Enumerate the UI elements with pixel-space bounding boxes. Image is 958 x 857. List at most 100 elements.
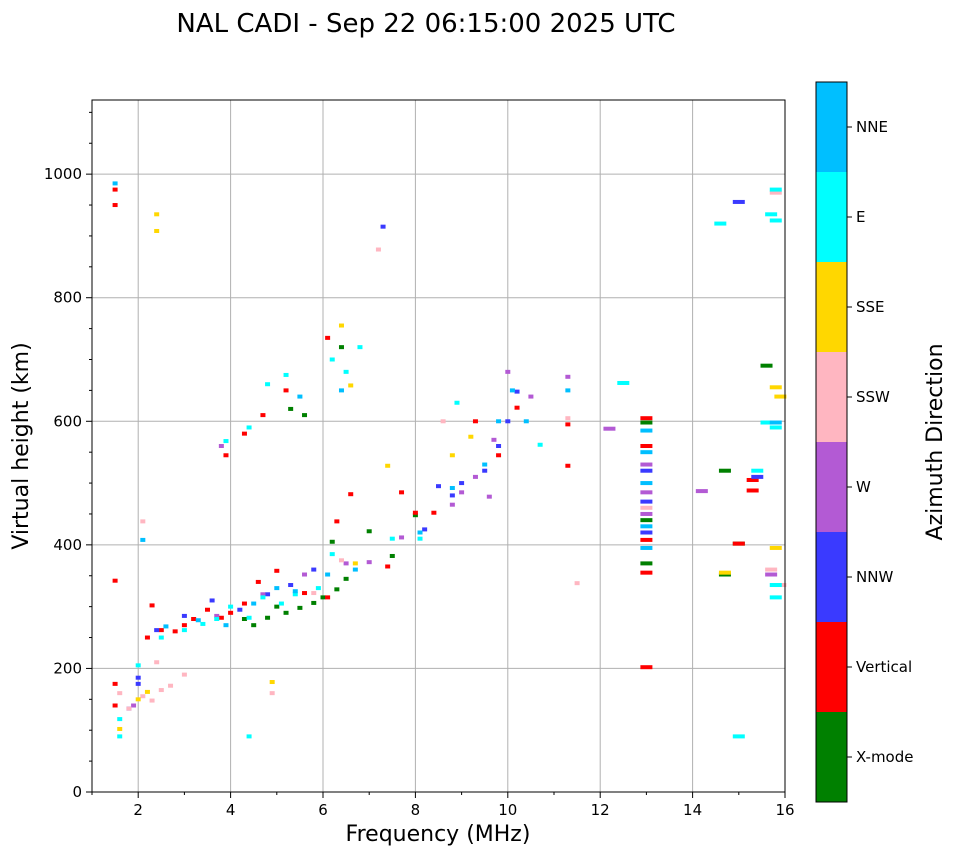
grid-lines: [92, 100, 786, 793]
echo-point: [163, 624, 169, 629]
echo-point: [214, 617, 220, 621]
echo-point: [131, 703, 137, 708]
echo-point: [302, 413, 308, 418]
echo-point: [228, 610, 234, 615]
x-axis-label: Frequency (MHz): [346, 822, 531, 847]
echo-point: [168, 683, 174, 688]
echo-point: [523, 419, 529, 424]
echo-point: [565, 416, 571, 421]
echo-point: [292, 592, 298, 597]
echo-point: [154, 212, 160, 217]
echo-point: [241, 431, 247, 436]
echo-point: [311, 591, 317, 596]
y-tick-label: 0: [72, 783, 82, 801]
echo-point: [417, 530, 423, 535]
echo-point: [422, 527, 428, 532]
echo-point: [389, 553, 395, 558]
echo-point: [181, 623, 187, 628]
colorbar-label-sse: SSE: [856, 298, 885, 316]
echo-point: [431, 510, 437, 515]
echo-point: [112, 187, 118, 192]
echo-point: [505, 419, 511, 424]
echo-point: [760, 363, 773, 368]
echo-point: [195, 618, 201, 623]
echo-point: [246, 615, 252, 620]
echo-point: [329, 539, 335, 544]
y-axis-label: Virtual height (km): [9, 342, 34, 549]
echo-point: [320, 595, 326, 600]
echo-point: [732, 734, 745, 739]
echo-point: [528, 394, 534, 399]
echo-point: [765, 567, 778, 572]
echo-point: [343, 369, 349, 374]
colorbar: X-mode Vertical NNW W SSW SSE E NNE: [815, 81, 913, 803]
echo-point: [496, 419, 502, 424]
echo-point: [149, 603, 155, 608]
echo-point: [389, 536, 395, 541]
echo-point: [714, 221, 727, 226]
y-tick-label: 200: [53, 659, 82, 677]
echo-point: [260, 413, 266, 418]
echo-point: [695, 489, 708, 494]
echo-point: [329, 357, 335, 362]
echo-point: [514, 405, 520, 410]
echo-point: [274, 604, 280, 609]
echo-point: [769, 187, 782, 192]
echo-point: [486, 494, 492, 499]
echo-point: [769, 385, 782, 390]
echo-point: [440, 419, 446, 424]
echo-point: [640, 537, 653, 542]
echo-point: [537, 442, 543, 447]
echo-point: [241, 617, 247, 621]
colorbar-label-e: E: [856, 208, 865, 226]
echo-point: [640, 428, 653, 433]
echo-point: [338, 323, 344, 328]
echo-point: [260, 592, 266, 597]
echo-point: [255, 579, 261, 584]
x-tick-label: 8: [411, 801, 421, 819]
echo-point: [449, 453, 455, 458]
echo-point: [223, 623, 229, 628]
x-tick-label: 16: [775, 801, 794, 819]
echo-point: [732, 199, 745, 204]
colorbar-frame: [815, 81, 848, 803]
echo-point: [746, 477, 759, 482]
echo-point: [640, 561, 653, 566]
echo-point: [718, 468, 731, 473]
x-tick-label: 10: [498, 801, 517, 819]
echo-point: [311, 600, 317, 605]
echo-points: [112, 181, 787, 739]
echo-point: [769, 420, 782, 425]
echo-point: [297, 605, 303, 610]
echo-point: [246, 425, 252, 430]
colorbar-segment: [816, 532, 847, 622]
echo-point: [181, 672, 187, 677]
echo-point: [140, 519, 146, 524]
echo-point: [718, 570, 731, 575]
x-tick-label: 12: [591, 801, 610, 819]
echo-point: [265, 592, 271, 597]
echo-point: [191, 617, 197, 621]
echo-point: [158, 628, 164, 633]
echo-point: [329, 552, 335, 557]
echo-point: [292, 589, 298, 594]
echo-point: [640, 490, 653, 495]
echo-point: [509, 388, 515, 393]
echo-point: [640, 499, 653, 504]
echo-point: [274, 586, 280, 591]
echo-point: [338, 558, 344, 563]
echo-point: [412, 513, 418, 518]
echo-point: [117, 691, 123, 696]
echo-point: [769, 190, 782, 195]
echo-point: [223, 453, 229, 458]
echo-point: [640, 462, 653, 467]
echo-point: [112, 681, 118, 686]
echo-point: [269, 680, 275, 685]
echo-point: [514, 389, 520, 394]
colorbar-label-ssw: SSW: [856, 388, 890, 406]
echo-point: [769, 583, 782, 588]
echo-point: [149, 698, 155, 703]
colorbar-segment: [816, 442, 847, 532]
echo-point: [297, 394, 303, 399]
